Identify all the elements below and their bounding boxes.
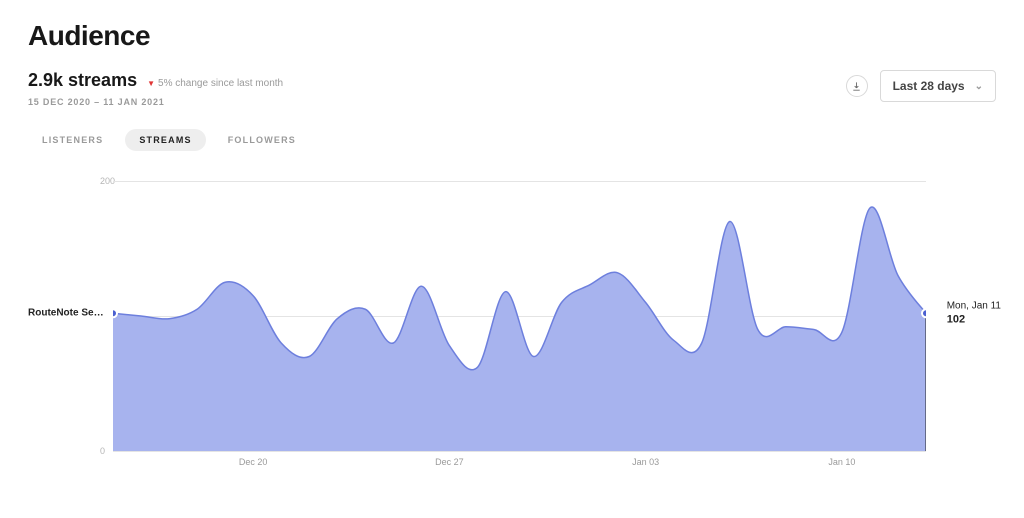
streams-chart: 0200RouteNote SessionsMon, Jan 11102Dec … [28,181,996,471]
metric-value: 2.9k streams [28,70,137,91]
x-axis-label: Dec 27 [435,457,464,467]
tooltip-date: Mon, Jan 11 [947,300,1001,313]
y-axis-label: 0 [100,446,105,456]
metric-change-text: 5% change since last month [158,78,283,89]
x-axis-label: Jan 03 [632,457,659,467]
date-range-dropdown[interactable]: Last 28 days ⌄ [880,70,996,102]
x-axis-label: Jan 10 [828,457,855,467]
tabs: LISTENERS STREAMS FOLLOWERS [28,129,996,151]
date-range-label: 15 DEC 2020 – 11 JAN 2021 [28,97,283,107]
tab-followers[interactable]: FOLLOWERS [214,129,310,151]
chart-svg [113,181,926,451]
tab-streams[interactable]: STREAMS [125,129,205,151]
series-label: RouteNote Sessions [28,308,108,319]
page-title: Audience [28,20,996,52]
chart-tooltip: Mon, Jan 11102 [947,300,1001,327]
download-icon [851,81,862,92]
tooltip-value: 102 [947,313,1001,327]
date-range-dropdown-label: Last 28 days [893,79,965,93]
down-arrow-icon: ▼ [147,79,155,88]
gridline [113,451,926,452]
x-axis-label: Dec 20 [239,457,268,467]
tab-listeners[interactable]: LISTENERS [28,129,117,151]
metric-change: ▼ 5% change since last month [147,78,283,89]
download-button[interactable] [846,75,868,97]
chevron-down-icon: ⌄ [975,81,983,92]
